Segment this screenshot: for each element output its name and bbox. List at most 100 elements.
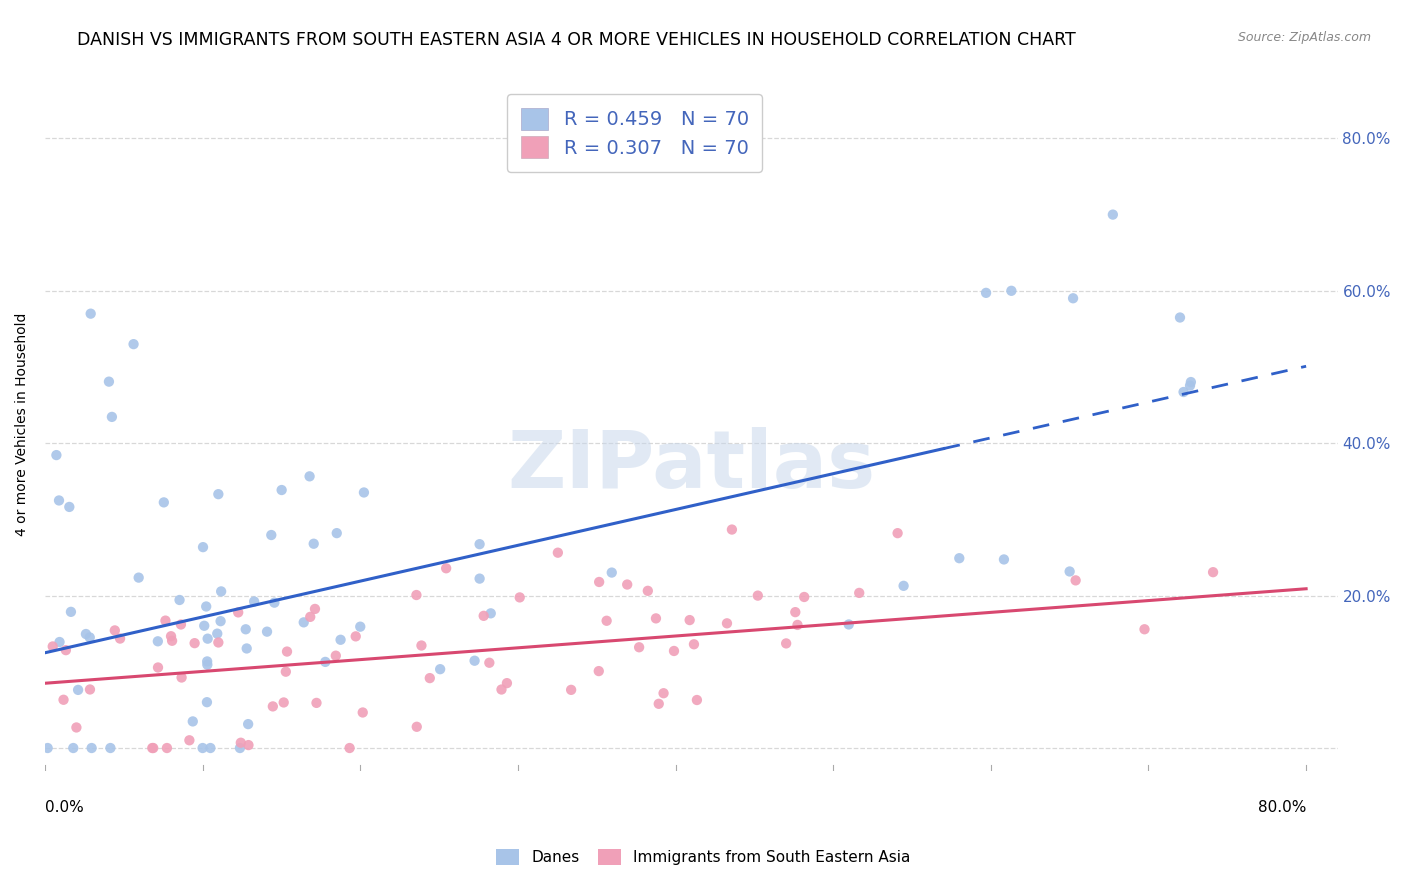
- Point: [298, 469, 321, 483]
- Point: [292, 615, 315, 630]
- Point: [405, 588, 427, 602]
- Point: [195, 655, 218, 669]
- Point: [353, 485, 375, 500]
- Point: [155, 614, 177, 628]
- Point: [785, 605, 807, 619]
- Point: [1062, 291, 1084, 305]
- Point: [235, 622, 257, 636]
- Point: [273, 696, 295, 710]
- Point: [637, 583, 659, 598]
- Point: [1180, 375, 1202, 389]
- Point: [229, 736, 252, 750]
- Point: [45, 448, 67, 462]
- Point: [679, 613, 702, 627]
- Point: [304, 602, 326, 616]
- Point: [329, 632, 352, 647]
- Point: [276, 644, 298, 658]
- Point: [128, 571, 150, 585]
- Point: [229, 741, 252, 756]
- Point: [260, 528, 283, 542]
- Point: [37, 741, 59, 756]
- Point: [236, 717, 259, 731]
- Text: 80.0%: 80.0%: [1258, 800, 1306, 814]
- Point: [893, 579, 915, 593]
- Point: [1101, 208, 1123, 222]
- Point: [1173, 384, 1195, 399]
- Point: [153, 495, 176, 509]
- Point: [468, 572, 491, 586]
- Text: DANISH VS IMMIGRANTS FROM SOUTH EASTERN ASIA 4 OR MORE VEHICLES IN HOUSEHOLD COR: DANISH VS IMMIGRANTS FROM SOUTH EASTERN …: [77, 31, 1076, 49]
- Point: [122, 337, 145, 351]
- Point: [52, 692, 75, 706]
- Point: [142, 741, 165, 756]
- Point: [207, 626, 229, 640]
- Point: [79, 307, 101, 321]
- Point: [974, 285, 997, 300]
- Point: [146, 634, 169, 648]
- Point: [1202, 565, 1225, 579]
- Point: [270, 483, 292, 497]
- Point: [775, 636, 797, 650]
- Point: [588, 574, 610, 589]
- Point: [263, 596, 285, 610]
- Point: [886, 526, 908, 541]
- Point: [62, 741, 84, 756]
- Legend: Danes, Immigrants from South Eastern Asia: Danes, Immigrants from South Eastern Asi…: [489, 843, 917, 871]
- Point: [1178, 378, 1201, 392]
- Point: [509, 591, 531, 605]
- Point: [200, 741, 222, 756]
- Point: [209, 584, 232, 599]
- Point: [160, 633, 183, 648]
- Point: [472, 608, 495, 623]
- Point: [325, 648, 347, 663]
- Point: [141, 741, 163, 756]
- Point: [79, 631, 101, 645]
- Point: [67, 682, 90, 697]
- Point: [645, 611, 668, 625]
- Point: [170, 617, 193, 632]
- Point: [429, 662, 451, 676]
- Point: [468, 537, 491, 551]
- Point: [786, 618, 808, 632]
- Point: [547, 546, 569, 560]
- Point: [648, 697, 671, 711]
- Point: [434, 561, 457, 575]
- Point: [1059, 565, 1081, 579]
- Point: [104, 624, 127, 638]
- Point: [197, 632, 219, 646]
- Point: [600, 566, 623, 580]
- Point: [478, 656, 501, 670]
- Point: [274, 665, 297, 679]
- Point: [238, 738, 260, 752]
- Point: [349, 620, 371, 634]
- Point: [101, 409, 124, 424]
- Point: [479, 607, 502, 621]
- Point: [747, 589, 769, 603]
- Point: [848, 586, 870, 600]
- Point: [838, 617, 860, 632]
- Point: [183, 636, 205, 650]
- Point: [560, 682, 582, 697]
- Point: [419, 671, 441, 685]
- Point: [405, 720, 427, 734]
- Point: [1000, 284, 1022, 298]
- Point: [326, 526, 349, 541]
- Point: [195, 695, 218, 709]
- Point: [209, 614, 232, 628]
- Point: [191, 540, 214, 554]
- Point: [79, 682, 101, 697]
- Point: [652, 686, 675, 700]
- Point: [75, 627, 97, 641]
- Point: [80, 741, 103, 756]
- Point: [169, 593, 191, 607]
- Point: [993, 552, 1015, 566]
- Text: ZIPatlas: ZIPatlas: [508, 426, 876, 505]
- Point: [59, 605, 82, 619]
- Point: [55, 643, 77, 657]
- Point: [195, 657, 218, 672]
- Point: [191, 741, 214, 756]
- Point: [243, 594, 266, 608]
- Point: [193, 619, 215, 633]
- Point: [156, 741, 179, 756]
- Point: [170, 671, 193, 685]
